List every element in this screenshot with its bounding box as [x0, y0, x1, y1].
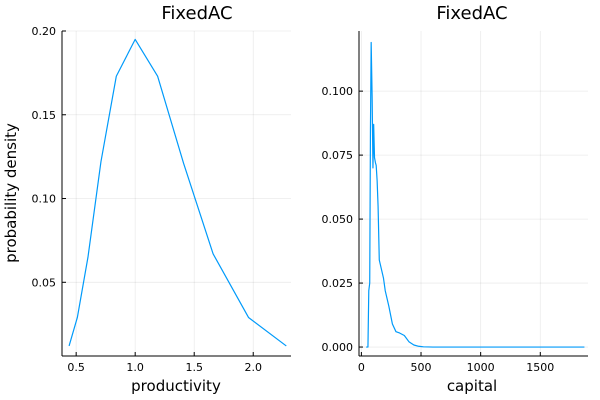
- right-xtick-label-1: 500: [411, 361, 432, 374]
- left-ytick-label-2: 0.15: [32, 109, 57, 122]
- right-ytick-label-4: 0.100: [322, 85, 354, 98]
- right-xtick-label-2: 1000: [467, 361, 495, 374]
- left-ytick-label-1: 0.10: [32, 193, 57, 206]
- right-ytick-label-1: 0.025: [322, 277, 354, 290]
- right-x-ticks: 0 500 1000 1500: [358, 352, 554, 374]
- right-series-group: [366, 41, 585, 348]
- left-xtick-label-1: 1.0: [126, 361, 144, 374]
- right-y-ticks: 0.000 0.025 0.050 0.075 0.100: [322, 85, 363, 354]
- left-series-group: [68, 38, 287, 347]
- right-xtick-label-0: 0: [358, 361, 365, 374]
- left-ytick-label-3: 0.20: [32, 25, 57, 38]
- left-series-line-0: [68, 38, 287, 347]
- left-gridlines: [62, 30, 291, 356]
- right-panel: FixedAC capital 0 500 1000 1500 0.0000.0250…: [322, 3, 588, 395]
- right-title: FixedAC: [436, 3, 507, 24]
- right-xtick-label-3: 1500: [526, 361, 554, 374]
- left-xtick-label-3: 2.0: [244, 361, 262, 374]
- left-xlabel: productivity: [131, 377, 221, 395]
- left-ylabel: probability density: [2, 123, 20, 263]
- left-y-ticks: 0.05 0.10 0.15 0.20: [32, 25, 66, 289]
- left-panel: FixedAC productivity probability density…: [2, 3, 291, 395]
- right-ytick-label-2: 0.050: [322, 213, 354, 226]
- right-series-line-0: [366, 41, 585, 348]
- right-ytick-label-3: 0.075: [322, 149, 354, 162]
- left-title: FixedAC: [161, 3, 232, 24]
- left-ytick-label-0: 0.05: [32, 276, 57, 289]
- right-xlabel: capital: [447, 377, 497, 395]
- right-gridlines: [359, 31, 588, 356]
- left-x-ticks: 0.5 1.0 1.5 2.0: [67, 352, 262, 374]
- right-axes: [358, 31, 588, 357]
- left-xtick-label-0: 0.5: [67, 361, 85, 374]
- right-ytick-label-0: 0.000: [322, 341, 354, 354]
- left-xtick-label-2: 1.5: [185, 361, 203, 374]
